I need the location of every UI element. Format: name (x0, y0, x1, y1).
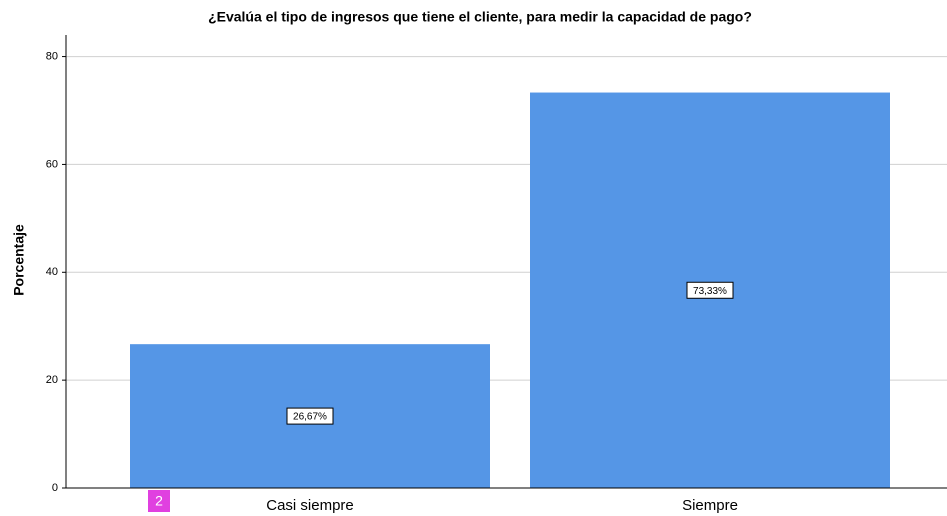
x-tick-label: Casi siempre (266, 497, 354, 514)
badge-label: 2 (155, 493, 163, 509)
value-label-box (686, 281, 734, 299)
value-label-box (286, 407, 334, 425)
y-tick-label: 60 (46, 158, 58, 170)
value-label: 26,67% (293, 412, 327, 423)
y-tick-label: 0 (52, 482, 58, 494)
y-axis-label: Porcentaje (11, 224, 27, 296)
y-tick-label: 80 (46, 50, 58, 62)
chart-title: ¿Evalúa el tipo de ingresos que tiene el… (208, 9, 752, 25)
y-tick-label: 40 (46, 266, 58, 278)
x-tick-label: Siempre (682, 497, 738, 514)
y-tick-label: 20 (46, 374, 58, 386)
value-label: 73,33% (693, 286, 727, 297)
badge (148, 490, 170, 512)
